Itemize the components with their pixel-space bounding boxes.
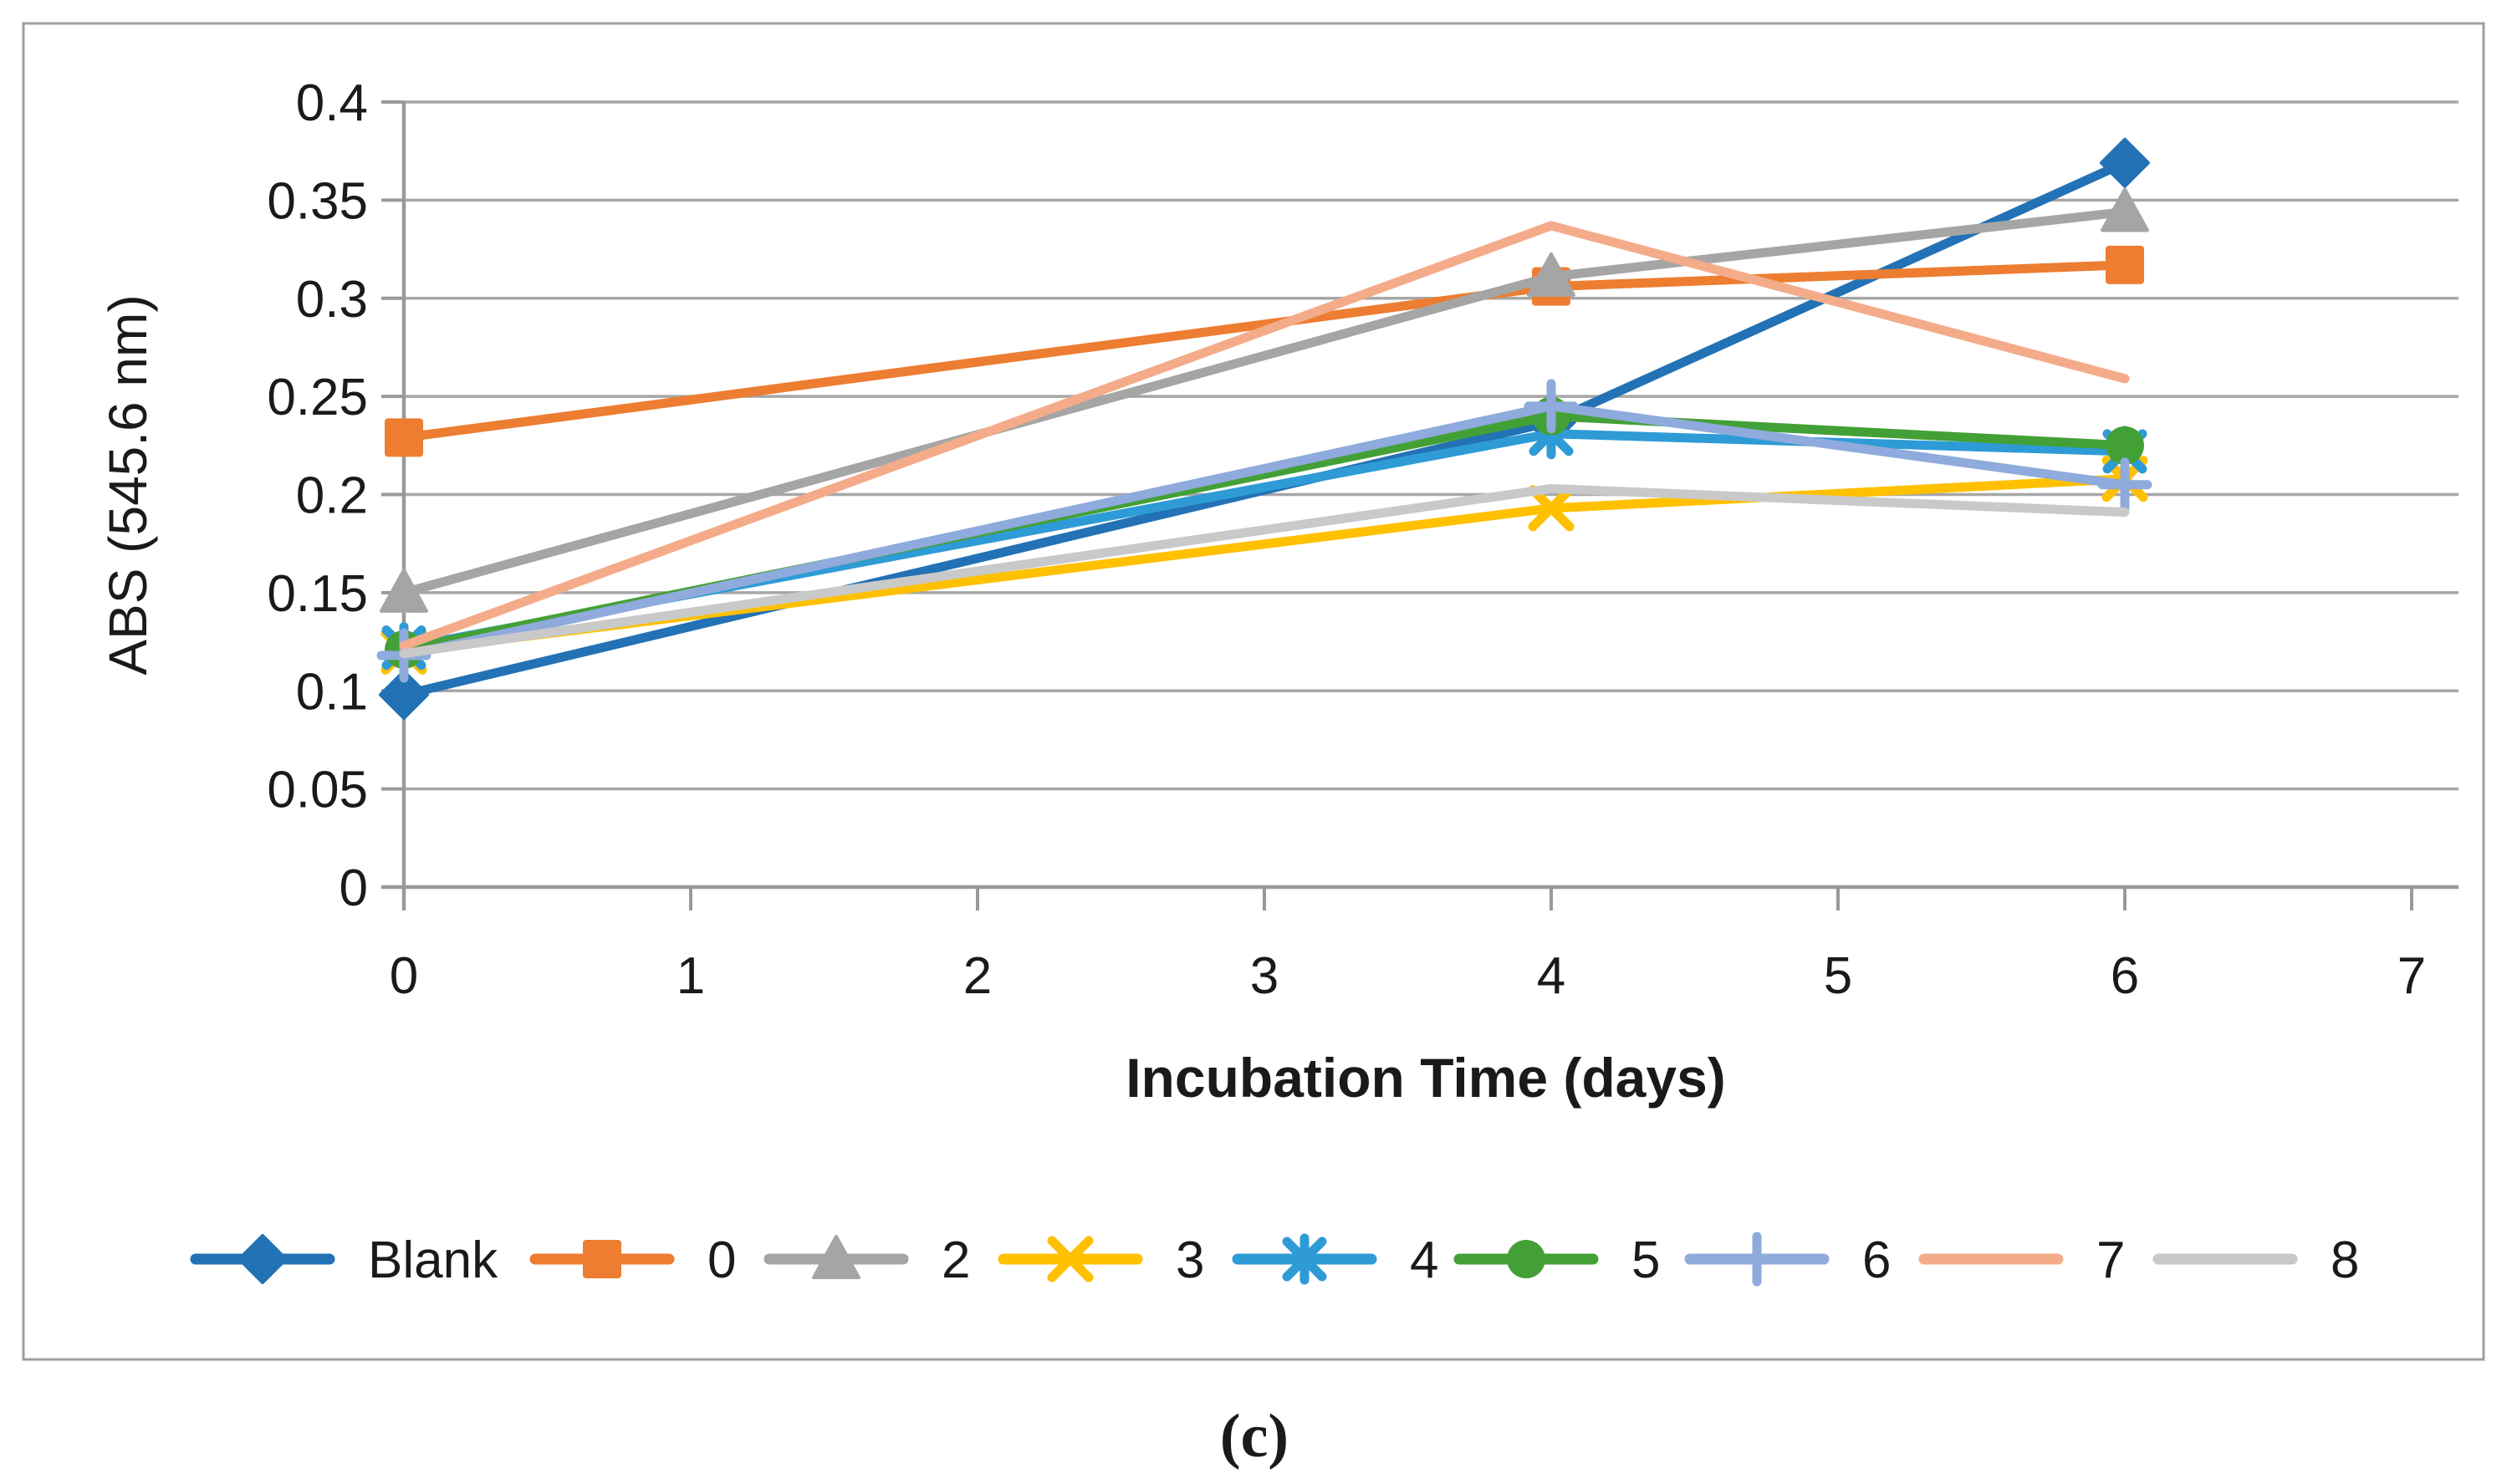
legend-item-3: 3 [998, 1232, 1204, 1289]
axes [381, 100, 2458, 910]
marker-square [2106, 245, 2144, 284]
series-2 [380, 187, 2149, 613]
legend-item-5: 5 [1453, 1232, 1660, 1289]
legend-item-2: 2 [763, 1232, 970, 1289]
series-lines [376, 137, 2152, 720]
legend-label: 2 [942, 1232, 970, 1289]
marker-triangle [1527, 252, 1575, 297]
x-tick-label: 6 [2111, 947, 2139, 1005]
legend-label: 8 [2331, 1232, 2359, 1289]
marker-circle [1507, 1240, 1545, 1278]
figure-caption: (c) [1220, 1402, 1289, 1471]
marker-triangle [380, 568, 428, 613]
y-tick-label: 0.35 [267, 172, 368, 230]
legend-label: 4 [1410, 1232, 1438, 1289]
x-tick-label: 3 [1250, 947, 1279, 1005]
x-tick-label: 2 [963, 947, 992, 1005]
legend-item-7: 7 [1918, 1232, 2125, 1289]
y-tick-label: 0.2 [296, 467, 368, 525]
marker-asterisk [1282, 1233, 1327, 1285]
y-tick-label: 0.15 [267, 565, 368, 623]
series-line-8 [399, 483, 2130, 659]
legend-label: Blank [368, 1232, 498, 1289]
legend-item-8: 8 [2152, 1232, 2359, 1289]
y-tick-label: 0.3 [296, 271, 368, 329]
y-tick-label: 0.25 [267, 369, 368, 426]
marker-triangle [812, 1235, 860, 1279]
legend-label: 6 [1862, 1232, 1891, 1289]
marker-square [583, 1240, 621, 1278]
legend-label: 3 [1176, 1232, 1204, 1289]
marker-plus [1729, 1232, 1784, 1287]
series-7 [399, 221, 2130, 650]
legend-label: 0 [707, 1232, 736, 1289]
x-tick-label: 7 [2397, 947, 2426, 1005]
marker-diamond [237, 1234, 288, 1284]
series-8 [399, 483, 2130, 659]
marker-diamond [379, 669, 429, 720]
marker-x [1528, 485, 1575, 532]
marker-plus [1524, 379, 1579, 434]
y-tick-label: 0 [340, 859, 368, 917]
x-tick-label: 5 [1824, 947, 1852, 1005]
x-tick-label: 1 [677, 947, 705, 1005]
y-axis-title: ABS (545.6 nm) [98, 294, 158, 675]
marker-triangle [2101, 187, 2149, 232]
marker-square [385, 418, 423, 457]
marker-circle [2106, 426, 2144, 465]
x-tick-label: 4 [1537, 947, 1565, 1005]
tick-labels: 0 0.05 0.1 0.15 0.2 0.25 0.3 0.35 0.4 0 1 2 3 4 5 6 7 [267, 74, 2426, 1005]
series-line-7 [399, 221, 2130, 650]
legend-label: 5 [1631, 1232, 1660, 1289]
legend-item-4: 4 [1232, 1232, 1438, 1289]
y-tick-label: 0.1 [296, 663, 368, 721]
marker-diamond [2100, 137, 2150, 188]
marker-x [1047, 1236, 1094, 1283]
legend: Blank 0 2 3 4 5 6 7 8 [190, 1232, 2359, 1289]
legend-item-Blank: Blank [190, 1232, 498, 1289]
y-tick-label: 0.4 [296, 74, 368, 132]
y-tick-label: 0.05 [267, 762, 368, 819]
legend-item-0: 0 [529, 1232, 736, 1289]
legend-item-6: 6 [1684, 1232, 1891, 1289]
marker-plus [2097, 457, 2152, 513]
x-axis-title: Incubation Time (days) [1126, 1047, 1726, 1109]
legend-label: 7 [2096, 1232, 2125, 1289]
x-tick-label: 0 [390, 947, 418, 1005]
